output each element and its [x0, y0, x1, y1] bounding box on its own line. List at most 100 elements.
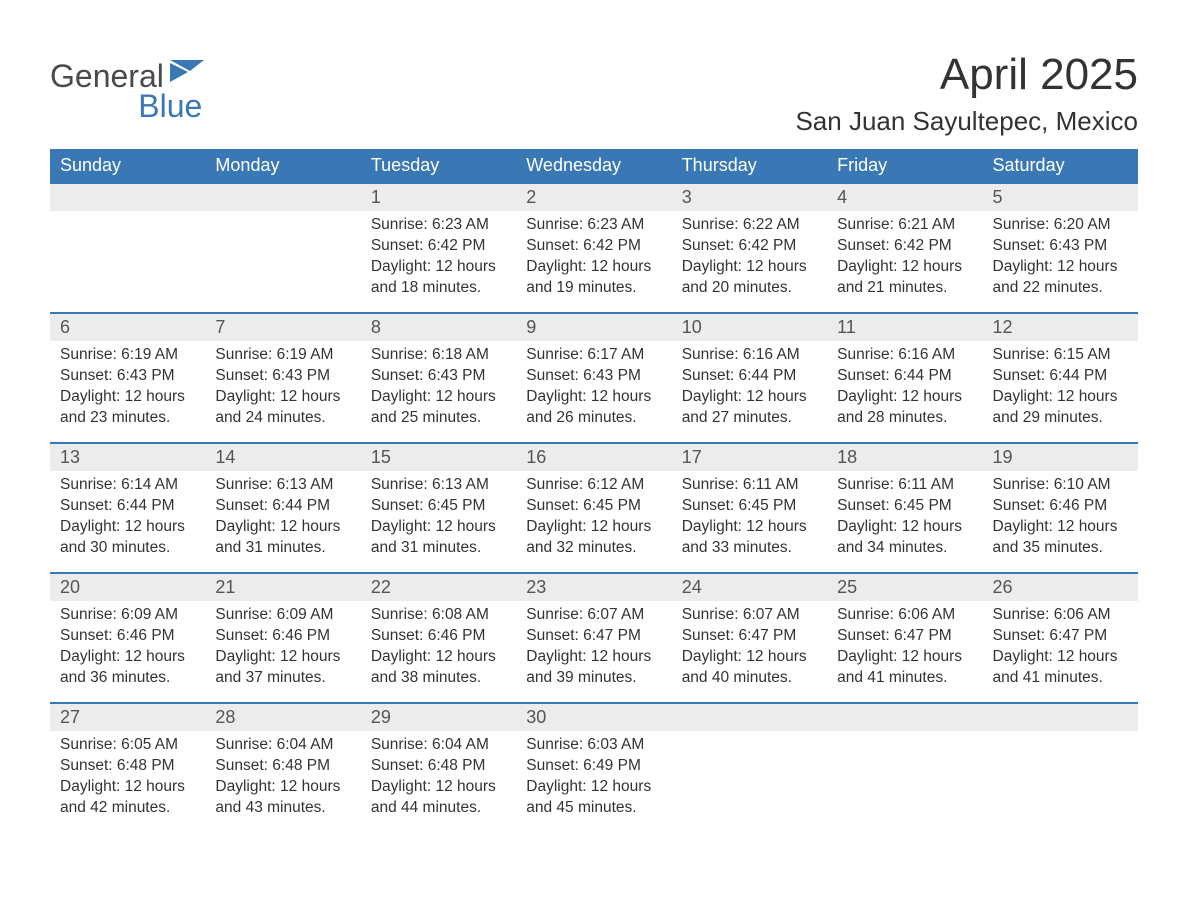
calendar-empty-cell [205, 183, 360, 313]
day-content: Sunrise: 6:21 AMSunset: 6:42 PMDaylight:… [827, 211, 982, 309]
calendar-day-cell: 29Sunrise: 6:04 AMSunset: 6:48 PMDayligh… [361, 703, 516, 833]
day-content [50, 211, 205, 225]
calendar-day-cell: 8Sunrise: 6:18 AMSunset: 6:43 PMDaylight… [361, 313, 516, 443]
daylight-line: and 23 minutes. [60, 408, 195, 429]
sunrise-line: Sunrise: 6:12 AM [526, 475, 661, 496]
calendar-day-cell: 1Sunrise: 6:23 AMSunset: 6:42 PMDaylight… [361, 183, 516, 313]
daylight-line: Daylight: 12 hours [837, 387, 972, 408]
daylight-line: Daylight: 12 hours [215, 387, 350, 408]
daylight-line: Daylight: 12 hours [682, 257, 817, 278]
calendar-body: 1Sunrise: 6:23 AMSunset: 6:42 PMDaylight… [50, 183, 1138, 833]
daylight-line: and 38 minutes. [371, 668, 506, 689]
calendar-day-cell: 26Sunrise: 6:06 AMSunset: 6:47 PMDayligh… [983, 573, 1138, 703]
sunrise-line: Sunrise: 6:14 AM [60, 475, 195, 496]
sunrise-line: Sunrise: 6:22 AM [682, 215, 817, 236]
day-number: 6 [50, 314, 205, 341]
daylight-line: and 27 minutes. [682, 408, 817, 429]
calendar-table: SundayMondayTuesdayWednesdayThursdayFrid… [50, 149, 1138, 833]
daylight-line: and 18 minutes. [371, 278, 506, 299]
calendar-day-cell: 13Sunrise: 6:14 AMSunset: 6:44 PMDayligh… [50, 443, 205, 573]
sunrise-line: Sunrise: 6:13 AM [215, 475, 350, 496]
day-content: Sunrise: 6:19 AMSunset: 6:43 PMDaylight:… [50, 341, 205, 439]
daylight-line: Daylight: 12 hours [993, 257, 1128, 278]
daylight-line: Daylight: 12 hours [682, 387, 817, 408]
sunrise-line: Sunrise: 6:06 AM [993, 605, 1128, 626]
sunrise-line: Sunrise: 6:20 AM [993, 215, 1128, 236]
sunrise-line: Sunrise: 6:09 AM [60, 605, 195, 626]
day-content: Sunrise: 6:16 AMSunset: 6:44 PMDaylight:… [672, 341, 827, 439]
daylight-line: Daylight: 12 hours [526, 777, 661, 798]
day-content [205, 211, 360, 225]
calendar-day-cell: 20Sunrise: 6:09 AMSunset: 6:46 PMDayligh… [50, 573, 205, 703]
sunrise-line: Sunrise: 6:04 AM [215, 735, 350, 756]
column-header: Saturday [983, 149, 1138, 183]
sunrise-line: Sunrise: 6:03 AM [526, 735, 661, 756]
daylight-line: and 39 minutes. [526, 668, 661, 689]
calendar-empty-cell [827, 703, 982, 833]
calendar-day-cell: 28Sunrise: 6:04 AMSunset: 6:48 PMDayligh… [205, 703, 360, 833]
sunset-line: Sunset: 6:46 PM [215, 626, 350, 647]
day-content: Sunrise: 6:11 AMSunset: 6:45 PMDaylight:… [827, 471, 982, 569]
daylight-line: and 24 minutes. [215, 408, 350, 429]
calendar-day-cell: 18Sunrise: 6:11 AMSunset: 6:45 PMDayligh… [827, 443, 982, 573]
daylight-line: and 37 minutes. [215, 668, 350, 689]
sunrise-line: Sunrise: 6:21 AM [837, 215, 972, 236]
page-header: General Blue April 2025 San Juan Sayulte… [50, 50, 1138, 137]
sunset-line: Sunset: 6:42 PM [526, 236, 661, 257]
sunrise-line: Sunrise: 6:04 AM [371, 735, 506, 756]
day-content: Sunrise: 6:09 AMSunset: 6:46 PMDaylight:… [50, 601, 205, 699]
sunset-line: Sunset: 6:47 PM [682, 626, 817, 647]
day-number: 11 [827, 314, 982, 341]
column-header: Monday [205, 149, 360, 183]
sunset-line: Sunset: 6:43 PM [215, 366, 350, 387]
daylight-line: and 33 minutes. [682, 538, 817, 559]
calendar-empty-cell [983, 703, 1138, 833]
calendar-day-cell: 15Sunrise: 6:13 AMSunset: 6:45 PMDayligh… [361, 443, 516, 573]
day-content: Sunrise: 6:08 AMSunset: 6:46 PMDaylight:… [361, 601, 516, 699]
daylight-line: and 31 minutes. [371, 538, 506, 559]
calendar-day-cell: 6Sunrise: 6:19 AMSunset: 6:43 PMDaylight… [50, 313, 205, 443]
sunset-line: Sunset: 6:48 PM [215, 756, 350, 777]
day-content: Sunrise: 6:03 AMSunset: 6:49 PMDaylight:… [516, 731, 671, 829]
daylight-line: Daylight: 12 hours [60, 387, 195, 408]
day-content: Sunrise: 6:11 AMSunset: 6:45 PMDaylight:… [672, 471, 827, 569]
day-number [827, 704, 982, 731]
day-number: 7 [205, 314, 360, 341]
calendar-header-row: SundayMondayTuesdayWednesdayThursdayFrid… [50, 149, 1138, 183]
sunset-line: Sunset: 6:43 PM [371, 366, 506, 387]
calendar-day-cell: 30Sunrise: 6:03 AMSunset: 6:49 PMDayligh… [516, 703, 671, 833]
logo-flag-icon [170, 60, 204, 87]
day-content: Sunrise: 6:07 AMSunset: 6:47 PMDaylight:… [672, 601, 827, 699]
location-subtitle: San Juan Sayultepec, Mexico [795, 106, 1138, 137]
calendar-day-cell: 3Sunrise: 6:22 AMSunset: 6:42 PMDaylight… [672, 183, 827, 313]
sunrise-line: Sunrise: 6:13 AM [371, 475, 506, 496]
day-number: 25 [827, 574, 982, 601]
day-number: 13 [50, 444, 205, 471]
sunset-line: Sunset: 6:45 PM [526, 496, 661, 517]
day-content: Sunrise: 6:04 AMSunset: 6:48 PMDaylight:… [361, 731, 516, 829]
daylight-line: Daylight: 12 hours [371, 257, 506, 278]
calendar-day-cell: 22Sunrise: 6:08 AMSunset: 6:46 PMDayligh… [361, 573, 516, 703]
sunrise-line: Sunrise: 6:16 AM [682, 345, 817, 366]
sunset-line: Sunset: 6:45 PM [837, 496, 972, 517]
daylight-line: Daylight: 12 hours [837, 517, 972, 538]
daylight-line: Daylight: 12 hours [993, 387, 1128, 408]
daylight-line: and 36 minutes. [60, 668, 195, 689]
daylight-line: Daylight: 12 hours [371, 387, 506, 408]
calendar-week-row: 13Sunrise: 6:14 AMSunset: 6:44 PMDayligh… [50, 443, 1138, 573]
day-number: 21 [205, 574, 360, 601]
day-number: 3 [672, 184, 827, 211]
day-number: 19 [983, 444, 1138, 471]
sunrise-line: Sunrise: 6:07 AM [526, 605, 661, 626]
sunset-line: Sunset: 6:46 PM [371, 626, 506, 647]
day-number: 14 [205, 444, 360, 471]
daylight-line: Daylight: 12 hours [682, 517, 817, 538]
daylight-line: Daylight: 12 hours [993, 647, 1128, 668]
daylight-line: and 30 minutes. [60, 538, 195, 559]
day-content: Sunrise: 6:04 AMSunset: 6:48 PMDaylight:… [205, 731, 360, 829]
sunrise-line: Sunrise: 6:11 AM [837, 475, 972, 496]
sunrise-line: Sunrise: 6:23 AM [371, 215, 506, 236]
daylight-line: and 42 minutes. [60, 798, 195, 819]
daylight-line: and 22 minutes. [993, 278, 1128, 299]
day-number [50, 184, 205, 211]
